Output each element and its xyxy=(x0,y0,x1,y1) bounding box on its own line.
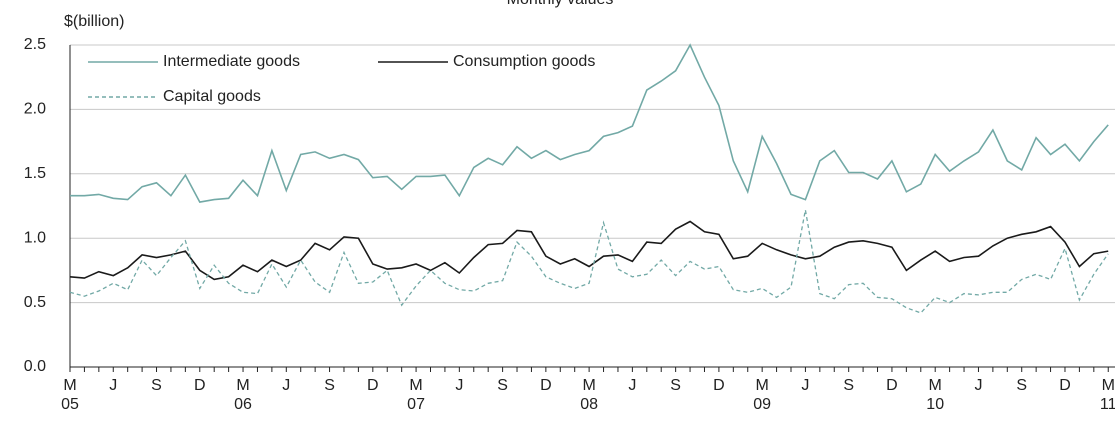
x-tick-label: M xyxy=(236,377,249,394)
series-line xyxy=(69,220,1109,281)
x-tick-label: D xyxy=(1059,377,1071,394)
x-tick-label: J xyxy=(801,377,809,394)
x-tick-label: J xyxy=(109,377,117,394)
x-tick-label: M xyxy=(63,377,76,394)
x-tick-label: M xyxy=(582,377,595,394)
series-line xyxy=(69,209,1109,314)
y-tick-label: 2.5 xyxy=(24,36,46,53)
legend-label: Intermediate goods xyxy=(163,53,300,70)
x-year-label: 07 xyxy=(407,396,425,413)
x-tick-label: M xyxy=(929,377,942,394)
y-axis-label: $(billion) xyxy=(64,13,124,30)
x-tick-label: M xyxy=(755,377,768,394)
x-tick-label: D xyxy=(367,377,379,394)
x-year-label: 08 xyxy=(580,396,598,413)
y-tick-label: 1.5 xyxy=(24,165,46,182)
x-tick-label: D xyxy=(713,377,725,394)
x-tick-label: J xyxy=(974,377,982,394)
x-tick-label: J xyxy=(628,377,636,394)
x-tick-label: M xyxy=(409,377,422,394)
y-tick-label: 1.0 xyxy=(24,229,46,246)
x-tick-label: D xyxy=(540,377,552,394)
x-tick-label: S xyxy=(151,377,162,394)
x-tick-label: S xyxy=(843,377,854,394)
x-year-label: 05 xyxy=(61,396,79,413)
x-year-label: 11 xyxy=(1100,396,1115,413)
x-tick-label: S xyxy=(670,377,681,394)
y-tick-label: 0.0 xyxy=(24,358,46,375)
chart-title: Monthly values xyxy=(507,0,614,8)
series-line xyxy=(70,43,1109,203)
x-year-label: 09 xyxy=(753,396,771,413)
x-tick-label: S xyxy=(324,377,335,394)
x-tick-label: S xyxy=(497,377,508,394)
x-tick-label: J xyxy=(455,377,463,394)
x-year-label: 10 xyxy=(926,396,944,413)
legend-label: Consumption goods xyxy=(453,53,595,70)
x-tick-label: D xyxy=(194,377,206,394)
x-tick-label: D xyxy=(886,377,898,394)
y-tick-label: 2.0 xyxy=(24,101,46,118)
x-year-label: 06 xyxy=(234,396,252,413)
y-tick-label: 0.5 xyxy=(24,294,46,311)
x-tick-label: S xyxy=(1016,377,1027,394)
x-tick-label: M xyxy=(1102,377,1115,394)
x-tick-label: J xyxy=(282,377,290,394)
legend-label: Capital goods xyxy=(163,88,261,105)
